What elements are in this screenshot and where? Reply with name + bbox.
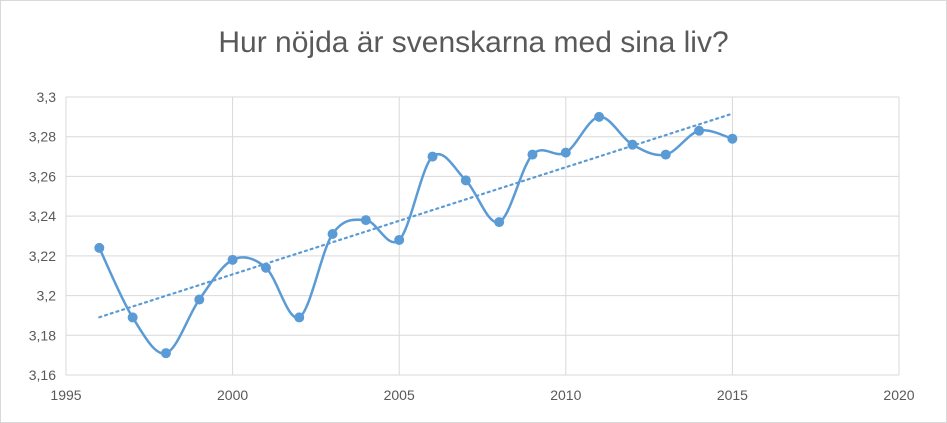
marker-layer <box>94 111 738 359</box>
series-layer <box>98 115 733 355</box>
data-point <box>494 217 505 228</box>
data-point <box>527 149 538 160</box>
y-tick-label: 3,2 <box>37 288 57 304</box>
data-point <box>694 125 705 136</box>
data-point <box>294 312 305 323</box>
y-tick-label: 3,22 <box>29 248 56 264</box>
data-point <box>127 312 138 323</box>
x-tick-label: 1995 <box>50 387 81 403</box>
data-point <box>594 111 605 122</box>
data-point <box>94 242 105 253</box>
tick-label-layer: 3,16 3,18 3,2 3,22 3,24 3,26 3,28 3,3 1995 2000 20… <box>29 89 915 403</box>
trendline-layer <box>98 112 734 319</box>
data-point <box>160 348 171 359</box>
data-point <box>660 149 671 160</box>
chart-title: Hur nöjda är svenskarna med sina liv? <box>218 26 729 59</box>
x-tick-label: 2000 <box>217 387 248 403</box>
y-tick-label: 3,18 <box>29 327 56 343</box>
data-point <box>727 133 738 144</box>
data-point <box>360 215 371 226</box>
y-tick-label: 3,26 <box>29 168 56 184</box>
y-tick-label: 3,3 <box>37 89 57 105</box>
data-point <box>427 151 438 162</box>
x-tick-label: 2020 <box>883 387 914 403</box>
y-tick-label: 3,28 <box>29 129 56 145</box>
data-point <box>560 147 571 158</box>
grid-layer <box>65 96 900 376</box>
x-tick-label: 2010 <box>550 387 581 403</box>
series-line <box>98 115 733 355</box>
data-point <box>194 294 205 305</box>
data-point <box>327 229 338 240</box>
y-tick-label: 3,16 <box>29 367 56 383</box>
data-point <box>627 139 638 150</box>
y-tick-label: 3,24 <box>29 208 56 224</box>
data-point <box>460 175 471 186</box>
data-point <box>227 254 238 265</box>
x-tick-label: 2005 <box>384 387 415 403</box>
data-point <box>260 262 271 273</box>
x-tick-label: 2015 <box>717 387 748 403</box>
data-point <box>394 234 405 245</box>
trendline <box>98 112 734 319</box>
